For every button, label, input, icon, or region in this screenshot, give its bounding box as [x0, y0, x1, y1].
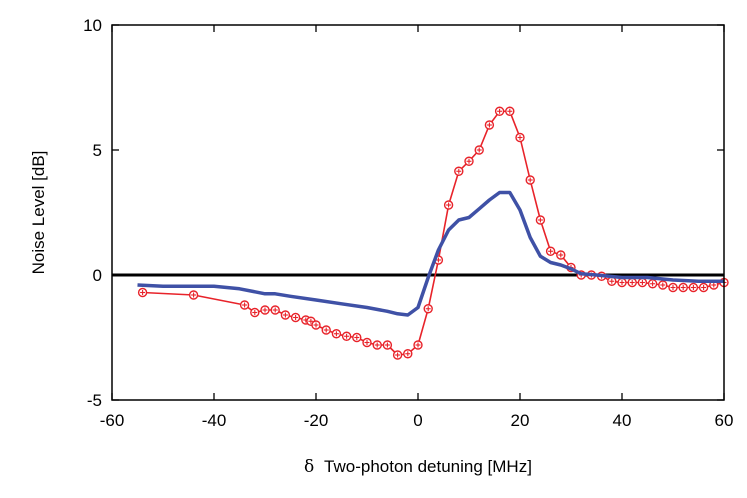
series-1-point	[341, 331, 352, 341]
y-tick-label: 0	[93, 266, 102, 285]
x-tick-label: -40	[202, 411, 227, 430]
y-tick-label: 5	[93, 141, 102, 160]
series-1-point	[352, 332, 362, 343]
y-tick-label: -5	[87, 391, 102, 410]
series-1-point	[688, 282, 699, 293]
x-tick-label: 0	[413, 411, 422, 430]
series-1-point	[484, 120, 495, 130]
series-1-point	[290, 312, 301, 323]
y-axis-label: Noise Level [dB]	[29, 151, 48, 275]
series-1-point	[392, 350, 403, 360]
series-1-point	[617, 277, 627, 288]
series-1-point	[505, 106, 515, 116]
x-tick-label: 60	[715, 411, 734, 430]
series-1-point	[515, 132, 525, 143]
x-axis-label: δ Two-photon detuning [MHz]	[304, 457, 532, 477]
series-1-point	[464, 156, 474, 166]
x-axis-label-text: Two-photon detuning [MHz]	[324, 457, 532, 476]
series-2-line	[137, 190, 724, 317]
series-1-point	[474, 145, 484, 155]
series-1-point	[270, 305, 280, 315]
x-tick-label: 40	[613, 411, 632, 430]
series-1-point	[137, 287, 148, 298]
series-1-point	[311, 320, 321, 330]
series-1-point	[423, 304, 433, 314]
series-1-point	[627, 277, 637, 288]
series-1-point	[372, 340, 382, 350]
series-1-point	[382, 340, 393, 350]
series-1-point	[250, 307, 260, 318]
series-1-point	[545, 246, 556, 256]
series-1-point	[556, 250, 566, 260]
series-1-point	[443, 200, 454, 210]
series-1-point	[188, 290, 199, 300]
series-1-point	[525, 175, 535, 185]
series-1-point	[678, 282, 688, 293]
series-1-point	[321, 325, 331, 335]
series-1-point	[454, 166, 464, 176]
series-1-point	[403, 349, 413, 359]
series-1-point	[362, 337, 372, 348]
series-1-line	[142, 110, 725, 356]
series-1-point	[535, 215, 546, 225]
series-1-point	[647, 279, 658, 289]
series-1-point	[413, 340, 423, 350]
y-tick-label: 10	[83, 16, 102, 35]
series-1-point	[637, 277, 648, 288]
series-1-point	[668, 282, 678, 293]
x-tick-label: -20	[304, 411, 329, 430]
series-1-point	[331, 329, 342, 339]
series-1-point	[658, 280, 668, 290]
series-1-point	[239, 300, 250, 310]
series-1-point	[280, 310, 291, 320]
x-axis-label-symbol: δ	[304, 457, 314, 477]
x-tick-label: -60	[100, 411, 125, 430]
x-tick-label: 20	[511, 411, 530, 430]
series-1-point	[698, 282, 709, 293]
series-1-point	[260, 305, 270, 315]
series-1-point	[494, 106, 505, 116]
